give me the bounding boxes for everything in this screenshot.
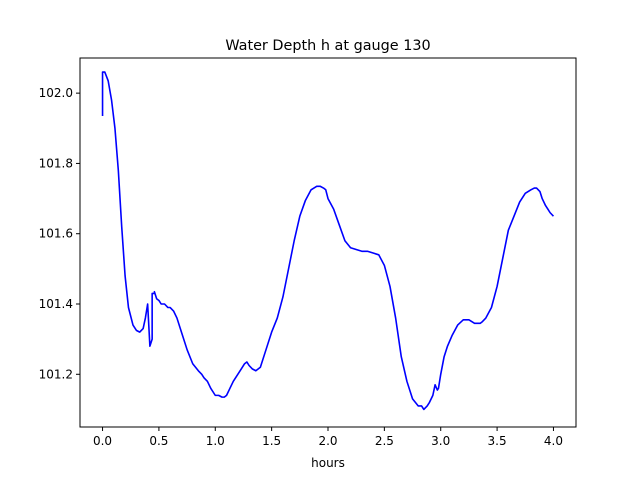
- y-tick-label: 101.2: [39, 367, 73, 381]
- y-tick-label: 101.8: [39, 156, 73, 170]
- x-tick-label: 4.0: [544, 434, 563, 448]
- x-axis-label: hours: [311, 456, 345, 470]
- series-line: [101, 71, 555, 411]
- x-tick-label: 3.5: [488, 434, 507, 448]
- series-layer: [101, 71, 555, 411]
- x-tick-label: 1.5: [262, 434, 281, 448]
- x-tick-label: 3.0: [431, 434, 450, 448]
- x-tick-label: 0.5: [149, 434, 168, 448]
- axes-frame: [79, 57, 577, 428]
- x-tick-label: 1.0: [206, 434, 225, 448]
- ticks-layer: 0.0 0.5 1.0 1.5 2.0 2.5 3.0 3.5 4.0 101.2 101.4 101…: [39, 86, 563, 448]
- y-tick-label: 102.0: [39, 86, 73, 100]
- x-tick-label: 0.0: [93, 434, 112, 448]
- x-tick-label: 2.5: [375, 434, 394, 448]
- y-tick-label: 101.4: [39, 297, 73, 311]
- x-tick-label: 2.0: [318, 434, 337, 448]
- chart-title: Water Depth h at gauge 130: [225, 38, 430, 54]
- y-tick-label: 101.6: [39, 227, 73, 241]
